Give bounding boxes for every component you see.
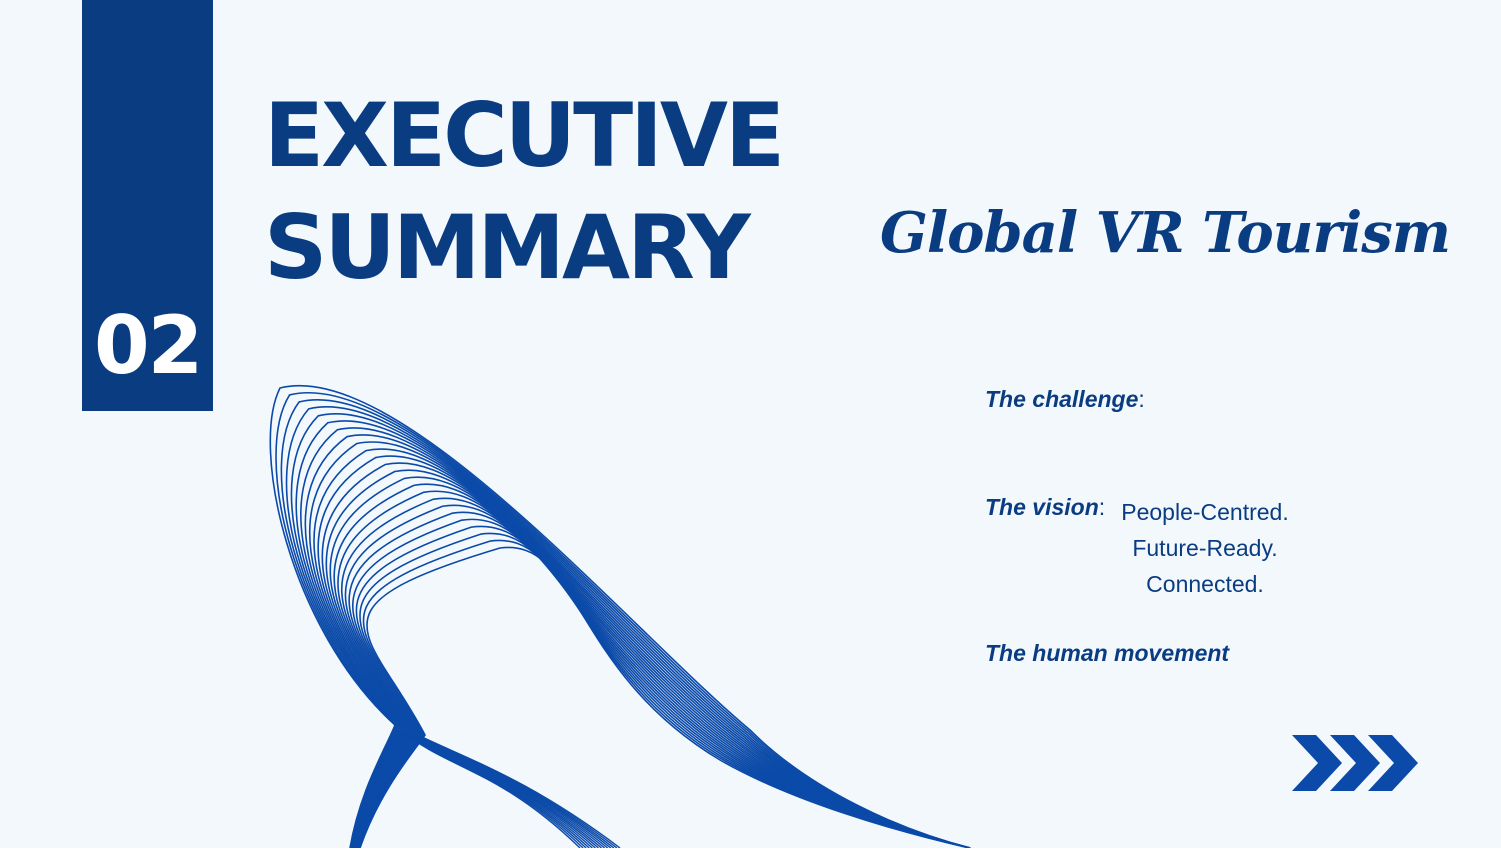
wave-line [405, 731, 593, 848]
section-bar [82, 0, 213, 411]
wave-line [402, 730, 587, 848]
wave-line [333, 483, 971, 848]
section-number: 02 [94, 299, 203, 392]
wave-line [340, 497, 971, 848]
wave-line [399, 729, 581, 848]
point-vision: The vision: [985, 494, 1105, 521]
wave-line [348, 511, 971, 848]
wave-line [358, 532, 971, 848]
wave-line [295, 420, 971, 848]
vision-value: Connected. [1146, 571, 1264, 597]
wave-line [359, 546, 971, 848]
wave-line [358, 539, 971, 848]
wave-line [404, 730, 590, 848]
wave-line [407, 731, 596, 848]
vision-value: People-Centred. [1121, 499, 1289, 525]
wave-line [325, 469, 971, 848]
wave-line [419, 735, 621, 848]
point-movement-label: The human movement [985, 640, 1230, 666]
vision-values: People-Centred. Future-Ready. Connected. [1105, 494, 1305, 602]
wave-line [355, 525, 971, 848]
point-movement: The human movement [985, 640, 1229, 667]
wave-line [290, 413, 971, 848]
title-line-1: EXECUTIVE [264, 84, 785, 187]
wave-line [329, 476, 971, 848]
vision-value: Future-Ready. [1132, 535, 1278, 561]
wave-line [344, 504, 971, 848]
wave-lines-illustration [269, 385, 971, 848]
wave-line [337, 490, 971, 848]
wave-line [410, 732, 602, 848]
point-challenge-label: The challenge [985, 386, 1139, 412]
point-challenge-colon: : [1138, 386, 1145, 412]
title-line-2: SUMMARY [264, 196, 751, 299]
point-vision-colon: : [1098, 494, 1106, 520]
slide-title: EXECUTIVE SUMMARY [264, 80, 785, 304]
wave-line [401, 729, 584, 848]
wave-line [408, 732, 599, 848]
point-vision-label: The vision [985, 494, 1099, 520]
point-challenge: The challenge: [985, 386, 1145, 413]
slide-subtitle: Global VR Tourism [880, 200, 1451, 266]
wave-line [352, 518, 971, 848]
chevron-triple-right-icon[interactable] [1290, 735, 1422, 791]
